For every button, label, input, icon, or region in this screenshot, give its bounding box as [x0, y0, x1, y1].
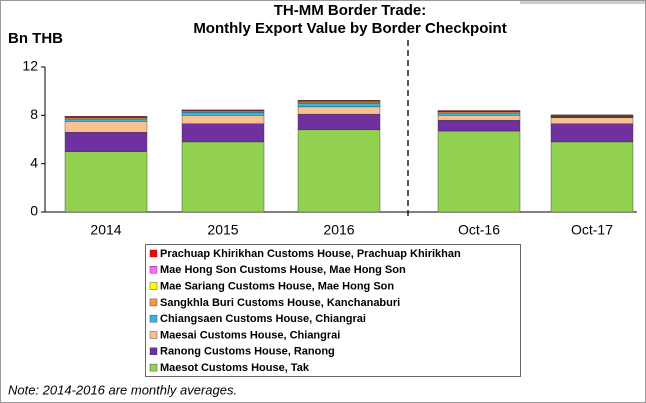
- bar-segment: [437, 115, 521, 121]
- legend-swatch: [149, 347, 158, 355]
- bar-segment: [64, 121, 148, 133]
- bar-segment: [297, 106, 381, 115]
- y-tick-label: 0: [30, 203, 38, 219]
- legend-label: Maesot Customs House, Tak: [160, 362, 310, 374]
- legend-label: Sangkhla Buri Customs House, Kanchanabur…: [160, 297, 400, 309]
- bar-segment: [64, 132, 148, 152]
- decoration: [520, 1, 645, 4]
- legend-swatch: [149, 249, 158, 258]
- legend-label: Mae Sariang Customs House, Mae Hong Son: [160, 281, 394, 293]
- x-tick-label: Oct-17: [571, 222, 613, 238]
- bar-segment: [437, 110, 521, 112]
- x-tick-label: 2015: [207, 222, 238, 238]
- chart-title: TH-MM Border Trade:: [274, 2, 427, 19]
- bar-segment: [297, 100, 381, 102]
- note: Note: 2014-2016 are monthly averages.: [8, 382, 237, 397]
- legend-swatch: [149, 363, 158, 372]
- legend-swatch: [149, 282, 158, 290]
- y-axis-label: Bn THB: [8, 30, 63, 47]
- bar-segment: [64, 118, 148, 122]
- legend-swatch: [149, 266, 158, 274]
- legend-label: Ranong Customs House, Ranong: [160, 346, 335, 358]
- legend-swatch: [149, 298, 158, 307]
- bar-segment: [64, 151, 148, 213]
- y-tick-label: 4: [30, 154, 38, 170]
- bar-segment: [437, 119, 521, 132]
- bar-segment: [550, 117, 634, 124]
- legend-label: Prachuap Khirikhan Customs House, Prachu…: [160, 248, 461, 260]
- bar-segment: [181, 115, 265, 124]
- legend-label: Mae Hong Son Customs House, Mae Hong Son: [160, 264, 406, 276]
- bar-segment: [297, 113, 381, 131]
- y-tick-label: 8: [30, 106, 38, 122]
- x-tick-label: Oct-16: [458, 222, 500, 238]
- chart-title: Monthly Export Value by Border Checkpoin…: [193, 20, 506, 37]
- bar-segment: [437, 112, 521, 116]
- bar-segment: [550, 141, 634, 213]
- legend: [145, 244, 521, 377]
- bar-segment: [181, 112, 265, 116]
- x-tick-label: 2016: [323, 222, 354, 238]
- bar-segment: [550, 114, 634, 117]
- x-tick-label: 2014: [90, 222, 121, 238]
- bar-segment: [550, 123, 634, 143]
- legend-label: Maesai Customs House, Chiangrai: [160, 329, 340, 341]
- bar-segment: [181, 109, 265, 111]
- legend-swatch: [149, 331, 158, 339]
- bar-segment: [297, 129, 381, 213]
- bar-segment: [64, 116, 148, 118]
- bar-segment: [297, 103, 381, 108]
- legend-label: Chiangsaen Customs House, Chiangrai: [160, 313, 366, 325]
- bar-segment: [181, 123, 265, 143]
- y-tick-label: 12: [22, 58, 38, 74]
- legend-swatch: [149, 315, 158, 323]
- bar-segment: [181, 141, 265, 213]
- bar-segment: [437, 130, 521, 213]
